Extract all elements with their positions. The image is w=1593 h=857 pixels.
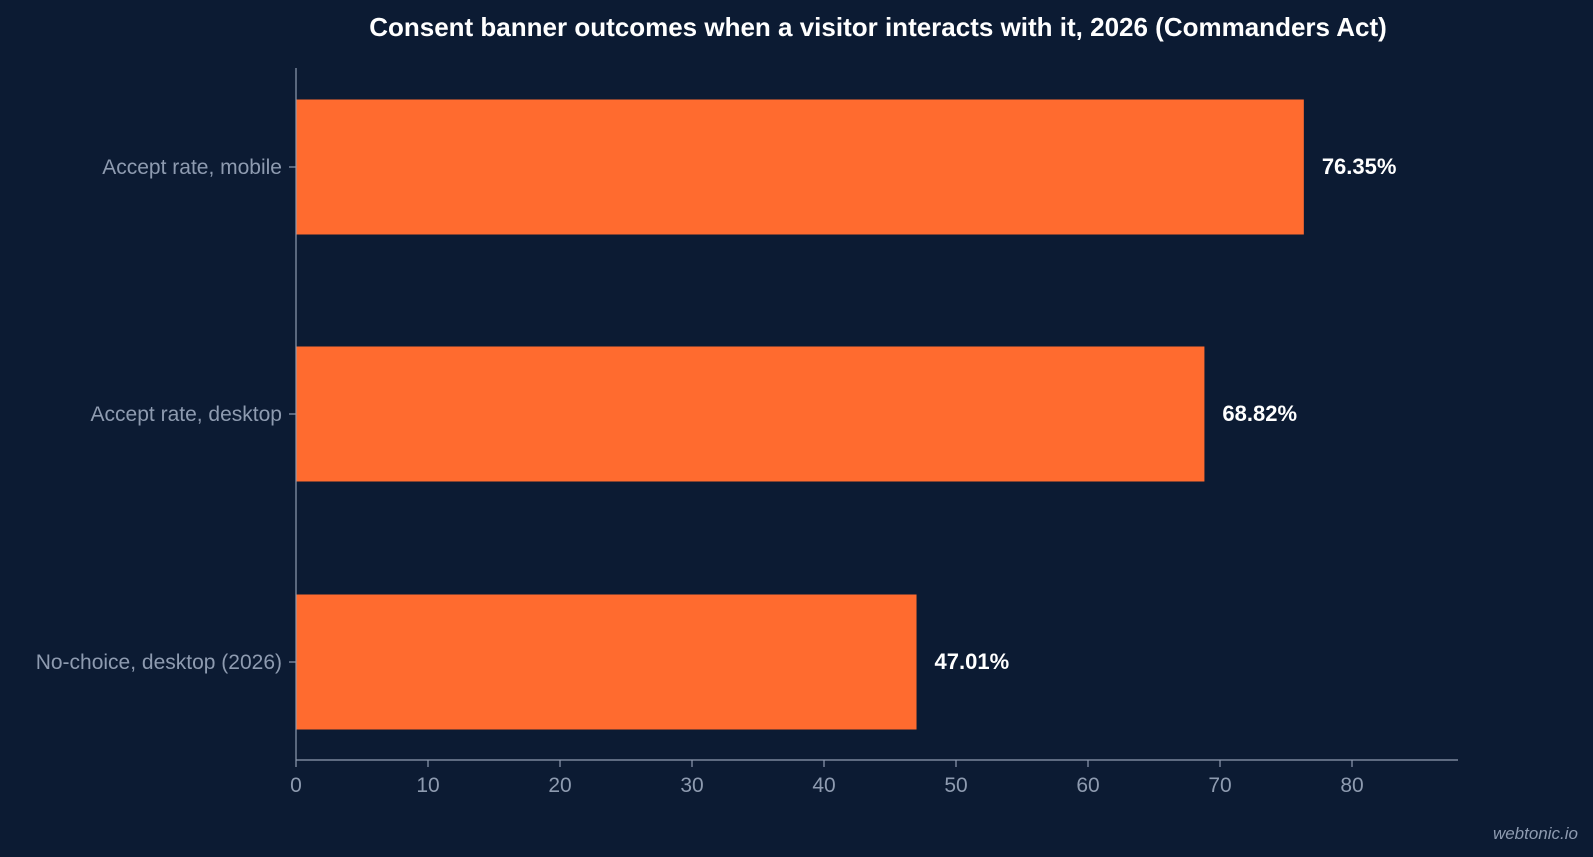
data-label: 47.01% <box>935 649 1010 674</box>
bar <box>296 594 917 730</box>
watermark: webtonic.io <box>1493 824 1578 843</box>
x-tick-label: 50 <box>944 774 967 797</box>
x-tick-label: 70 <box>1208 774 1231 797</box>
bar <box>296 99 1304 235</box>
data-label: 76.35% <box>1322 154 1397 179</box>
chart-title: Consent banner outcomes when a visitor i… <box>369 12 1387 42</box>
x-tick-label: 0 <box>290 774 302 797</box>
category-label: No-choice, desktop (2026) <box>36 651 282 674</box>
category-label: Accept rate, mobile <box>102 156 282 179</box>
category-label: Accept rate, desktop <box>91 403 282 426</box>
x-tick-label: 30 <box>680 774 703 797</box>
data-label: 68.82% <box>1222 401 1297 426</box>
x-tick-label: 80 <box>1340 774 1363 797</box>
axes: 0 10 20 30 40 50 60 70 80 Accept rate, mobile Acce… <box>36 68 1458 797</box>
x-tick-label: 10 <box>416 774 439 797</box>
x-tick-label: 40 <box>812 774 835 797</box>
x-tick-label: 60 <box>1076 774 1099 797</box>
bar <box>296 346 1205 482</box>
bars-layer: 76.35% 68.82% 47.01% <box>296 99 1397 730</box>
x-tick-label: 20 <box>548 774 571 797</box>
